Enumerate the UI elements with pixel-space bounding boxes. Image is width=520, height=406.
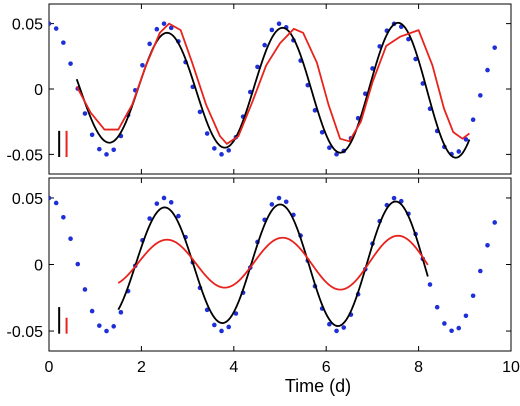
bottom-data-point [97,323,102,328]
bottom-data-point [492,220,498,225]
bottom-data-point [118,310,124,315]
top-data-point [89,132,95,138]
bottom-data-point [341,325,347,330]
top-panel: 0.05 0 -0.05 [7,3,512,175]
bottom-data-point [49,195,52,201]
bottom-x-tick-label: 8 [414,359,423,376]
top-data-point [485,67,490,73]
top-data-point [319,129,325,135]
bottom-data-point [219,328,224,334]
top-red-fit-line [75,22,470,145]
top-data-point [312,108,318,113]
top-data-point [204,131,210,136]
top-data-point [161,21,167,26]
top-data-point [168,25,174,31]
top-data-point [197,109,203,115]
bottom-data-point [485,242,490,248]
bottom-data-point [449,328,454,334]
top-data-point [327,145,332,150]
top-data-point [226,148,232,153]
top-data-point [154,26,160,32]
top-data-point [276,21,282,27]
bottom-data-point [168,200,174,205]
bottom-data-point [82,287,88,292]
top-y-tick-label: 0.05 [12,17,43,34]
bottom-y-tick-label: 0 [34,258,43,275]
bottom-data-point [283,199,289,205]
top-data-point [470,117,476,123]
top-data-point [269,27,275,33]
top-data-point [219,152,224,157]
bottom-data-point [269,202,275,207]
top-data-point [255,64,260,70]
top-data-point [413,56,418,62]
bottom-data-point [75,261,81,267]
top-data-point [82,111,88,116]
top-data-point [147,41,152,47]
top-data-point [456,149,462,154]
bottom-y-tick-label: -0.05 [7,324,44,341]
bottom-data-point [161,195,167,201]
top-data-point [478,93,483,98]
bottom-data-point [276,195,282,201]
bottom-data-point [434,304,440,310]
bottom-data-point [478,268,483,274]
bottom-data-point [456,325,462,331]
top-data-point [53,26,59,31]
bottom-data-point [111,324,116,329]
top-data-point [406,36,411,42]
bottom-data-point [334,328,339,334]
bottom-data-point [327,321,332,327]
bottom-x-tick-label: 0 [45,359,54,376]
top-data-point [140,62,145,68]
bottom-panel: 0.05 0 -0.05 0 2 4 6 8 10 [7,177,520,376]
bottom-data-point [147,216,152,221]
top-axes-frame [48,3,512,175]
bottom-x-tick-label: 6 [322,359,331,376]
bottom-black-fit-line [117,200,429,327]
bottom-data-point [212,322,217,328]
top-data-point [111,147,116,153]
bottom-data-point [463,313,469,319]
bottom-data-point [104,328,109,334]
bottom-x-tick-label: 10 [502,359,520,376]
top-data-point [334,151,339,157]
bottom-x-tick-label: 4 [229,359,238,376]
top-data-point [463,137,469,142]
top-data-point [104,152,109,157]
bottom-data-point [226,324,232,330]
bottom-y-tick-label: 0.05 [12,191,43,208]
bottom-data-point [391,195,397,201]
bottom-plot-area [49,195,498,334]
bottom-data-point [61,214,66,220]
x-axis-label: Time (d) [285,376,351,396]
bottom-data-point [233,311,239,316]
bottom-red-fit-line [117,234,429,291]
top-plot-area [49,21,498,159]
bottom-data-point [68,236,73,242]
top-data-point [97,146,102,152]
top-data-point [61,40,66,45]
bottom-data-point [53,200,59,206]
top-y-tick-label: -0.05 [7,147,44,164]
bottom-x-tick-label: 2 [137,359,146,376]
top-data-point [212,146,217,151]
top-data-point [262,42,267,48]
top-data-point [68,61,73,66]
bottom-data-point [442,321,447,326]
bottom-data-point [89,308,95,314]
bottom-data-point [470,293,476,299]
bottom-data-point [427,282,433,287]
bottom-data-point [176,213,181,219]
top-data-point [49,21,52,26]
top-y-tick-label: 0 [34,82,43,99]
bottom-data-point [154,201,160,206]
top-data-point [492,45,498,50]
